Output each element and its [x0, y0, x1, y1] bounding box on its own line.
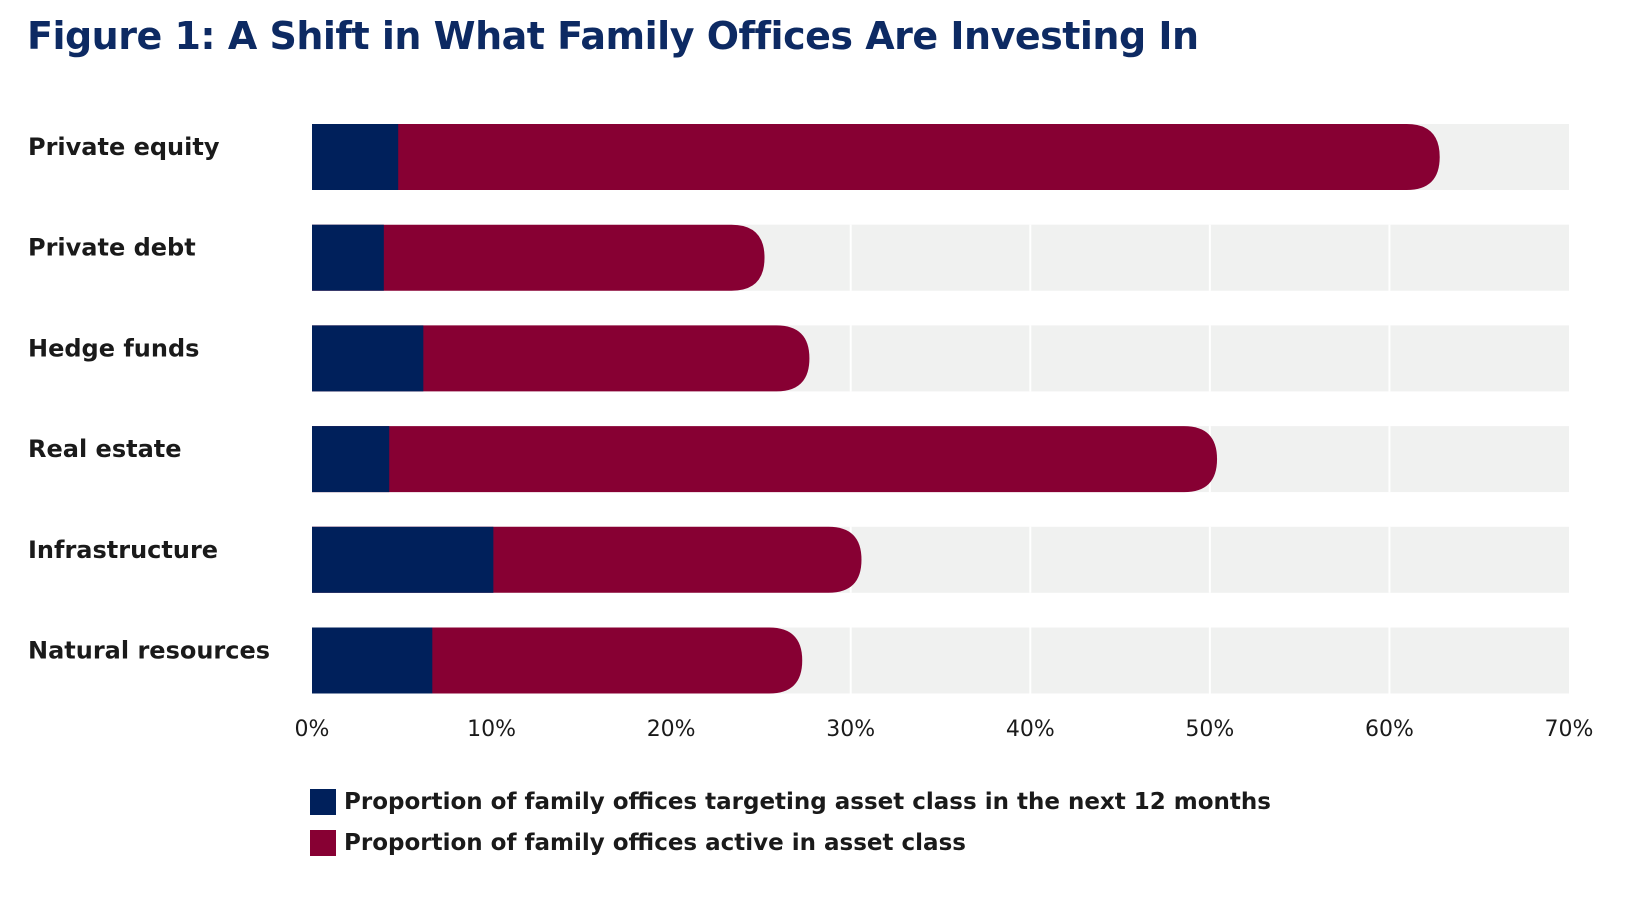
category-label: Private debt [28, 234, 196, 262]
chart-title: Figure 1: A Shift in What Family Offices… [27, 14, 1199, 58]
category-label: Private equity [28, 133, 220, 161]
bar-active [312, 124, 1440, 190]
bar-active [312, 426, 1218, 493]
bar-active [312, 224, 765, 291]
bar-targeting [312, 426, 390, 493]
bar-active [312, 627, 803, 694]
x-tick-label: 50% [1185, 717, 1234, 742]
bar-targeting [312, 224, 384, 291]
category-label: Hedge funds [28, 334, 199, 362]
bar-targeting [312, 627, 433, 694]
x-tick-label: 30% [826, 717, 875, 742]
category-label: Real estate [28, 435, 182, 463]
x-tick-label: 70% [1545, 717, 1594, 742]
x-tick-label: 0% [295, 717, 330, 742]
bar-targeting [312, 325, 424, 392]
category-label: Infrastructure [28, 536, 218, 564]
legend-label-targeting: Proportion of family offices targeting a… [344, 789, 1271, 815]
x-tick-label: 60% [1365, 717, 1414, 742]
x-tick-label: 20% [647, 717, 696, 742]
bar-targeting [312, 124, 399, 190]
category-label: Natural resources [28, 637, 270, 665]
bar-targeting [312, 526, 494, 593]
legend-swatch-targeting [310, 789, 336, 815]
legend-item-active: Proportion of family offices active in a… [310, 830, 966, 856]
legend-label-active: Proportion of family offices active in a… [344, 830, 966, 856]
bar-active [312, 325, 810, 392]
legend-item-targeting: Proportion of family offices targeting a… [310, 789, 1271, 815]
x-tick-label: 40% [1006, 717, 1055, 742]
legend-swatch-active [310, 830, 336, 856]
x-tick-label: 10% [467, 717, 516, 742]
